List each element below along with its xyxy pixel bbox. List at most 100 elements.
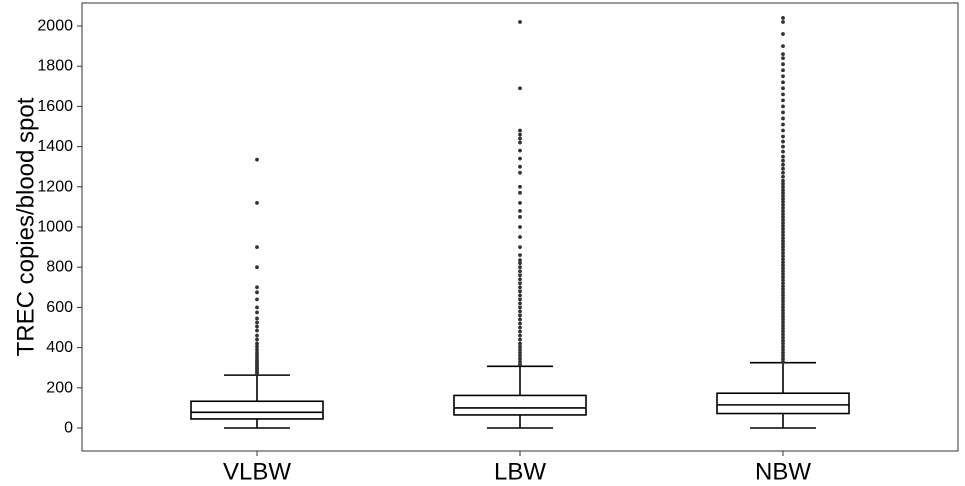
box-plot-nbw <box>716 16 850 429</box>
outlier-point <box>781 62 785 67</box>
box-plot-lbw <box>453 20 587 429</box>
outlier-point <box>518 293 522 298</box>
outlier-point <box>781 80 785 85</box>
outlier-point <box>781 317 785 322</box>
outlier-point <box>518 20 522 24</box>
outlier-point <box>518 200 522 205</box>
outlier-point <box>781 224 785 228</box>
outlier-point <box>518 333 522 338</box>
outlier-point <box>781 278 785 283</box>
outlier-point <box>781 218 785 222</box>
outlier-point <box>781 104 785 109</box>
outlier-point <box>781 251 785 256</box>
outlier-point <box>518 277 522 282</box>
outlier-point <box>781 32 785 36</box>
outlier-point <box>781 230 785 234</box>
outlier-point <box>781 320 785 325</box>
outlier-point <box>781 335 785 340</box>
y-tick-label: 1600 <box>37 98 73 115</box>
outlier-point <box>781 209 785 213</box>
outlier-point <box>255 320 259 325</box>
outlier-point <box>518 235 522 239</box>
outlier-point <box>518 325 522 330</box>
x-axis: VLBW LBW NBW <box>223 451 811 486</box>
outlier-point <box>781 293 785 298</box>
outlier-point <box>518 209 522 213</box>
outlier-point <box>518 313 522 318</box>
outlier-point <box>781 290 785 295</box>
outlier-point <box>255 200 259 205</box>
outlier-point <box>518 86 522 91</box>
y-tick-label: 1200 <box>37 178 73 195</box>
outlier-point <box>781 212 785 216</box>
outlier-point <box>781 338 785 343</box>
outlier-point <box>518 164 522 169</box>
outlier-point <box>518 156 522 161</box>
outlier-point <box>518 341 522 346</box>
outlier-point <box>781 181 785 186</box>
box-plots <box>190 16 850 429</box>
outlier-point <box>518 329 522 334</box>
outlier-point <box>781 305 785 310</box>
outlier-point <box>781 227 785 231</box>
outlier-point <box>781 178 785 183</box>
outlier-point <box>781 162 785 167</box>
outlier-point <box>781 221 785 225</box>
outlier-point <box>255 157 259 162</box>
outlier-point <box>255 333 259 338</box>
y-tick-label: 200 <box>46 379 73 396</box>
outlier-point <box>518 245 522 250</box>
outlier-point <box>518 136 522 141</box>
outlier-point <box>781 158 785 163</box>
outlier-point <box>781 139 785 144</box>
outlier-point <box>518 301 522 306</box>
outlier-point <box>781 275 785 280</box>
outlier-point <box>255 324 259 329</box>
outlier-point <box>518 190 522 195</box>
outlier-point <box>781 149 785 154</box>
outlier-point <box>518 281 522 286</box>
outlier-point <box>255 328 259 333</box>
outlier-point <box>781 332 785 337</box>
outlier-point <box>781 170 785 175</box>
outlier-point <box>518 128 522 133</box>
outlier-point <box>255 341 259 346</box>
outlier-point <box>781 245 785 250</box>
outlier-point <box>781 257 785 262</box>
outlier-point <box>518 353 522 358</box>
outlier-point <box>781 193 785 198</box>
y-tick-label: 0 <box>64 420 73 437</box>
outlier-point <box>781 233 785 237</box>
outlier-point <box>518 261 522 266</box>
outlier-point <box>255 245 259 250</box>
outlier-point <box>518 305 522 310</box>
outlier-point <box>255 347 259 352</box>
outlier-point <box>518 289 522 294</box>
outlier-point <box>518 273 522 278</box>
outlier-point <box>781 110 785 115</box>
box <box>190 400 324 420</box>
outlier-point <box>781 254 785 259</box>
y-tick-label: 400 <box>46 339 73 356</box>
outlier-point <box>518 362 522 367</box>
y-tick-label: 2000 <box>37 18 73 35</box>
outlier-point <box>781 74 785 79</box>
outlier-point <box>781 263 785 268</box>
outlier-point <box>781 190 785 195</box>
outlier-point <box>255 285 259 290</box>
outlier-point <box>781 341 785 346</box>
outlier-point <box>781 269 785 274</box>
outlier-point <box>255 265 259 270</box>
x-category-label: NBW <box>755 459 811 486</box>
outlier-point <box>255 310 259 315</box>
outlier-point <box>255 337 259 342</box>
outlier-point <box>781 86 785 91</box>
outlier-point <box>781 122 785 127</box>
outlier-point <box>518 356 522 361</box>
outlier-point <box>781 92 785 97</box>
box-plot-vlbw <box>190 157 324 429</box>
y-tick-label: 600 <box>46 299 73 316</box>
outlier-point <box>781 199 785 204</box>
outlier-point <box>518 285 522 290</box>
